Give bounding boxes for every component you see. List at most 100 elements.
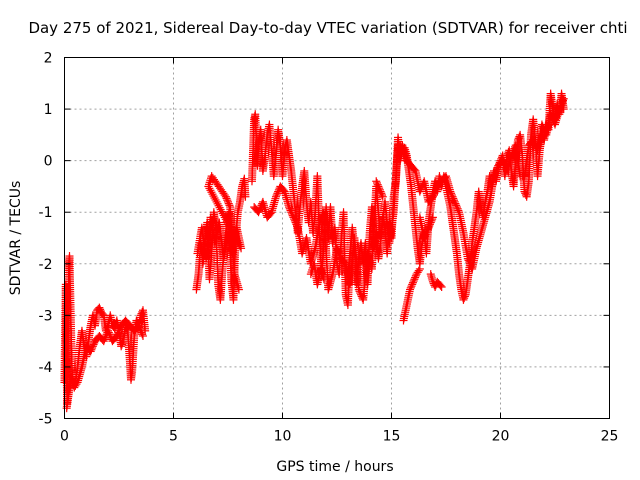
data-point xyxy=(112,331,121,340)
data-point xyxy=(205,178,214,187)
data-point xyxy=(209,192,218,201)
data-point xyxy=(134,321,143,330)
y-axis-label: SDTVAR / TECUs xyxy=(8,181,24,296)
data-point xyxy=(216,205,225,214)
axis-ticks: 0 5 10 15 20 25 -5 -4 -3 -2 -1 0 1 2 xyxy=(39,51,619,445)
y-tick-label: -1 xyxy=(39,205,53,221)
y-tick-label: -3 xyxy=(39,308,53,324)
data-point xyxy=(117,340,126,349)
data-point xyxy=(219,211,228,220)
data-point xyxy=(236,242,245,251)
data-point xyxy=(208,190,217,199)
data-point xyxy=(454,206,463,215)
data-point xyxy=(272,191,281,200)
data-point xyxy=(117,342,126,351)
data-point xyxy=(68,377,77,386)
data-point xyxy=(67,373,76,382)
data-point xyxy=(241,192,250,201)
data-point xyxy=(232,236,241,245)
x-axis-label: GPS time / hours xyxy=(276,459,393,475)
data-point xyxy=(212,197,221,206)
y-tick-label: 2 xyxy=(44,51,53,67)
data-point xyxy=(87,345,96,354)
data-point xyxy=(234,238,243,247)
data-point xyxy=(406,285,415,294)
y-tick-label: -2 xyxy=(39,257,53,273)
data-point xyxy=(407,282,416,291)
data-point xyxy=(223,196,232,205)
data-point xyxy=(408,280,417,289)
data-point xyxy=(206,186,215,195)
x-tick-label: 0 xyxy=(60,429,69,445)
data-point xyxy=(409,276,418,285)
data-point xyxy=(235,240,244,249)
data-point xyxy=(453,204,462,213)
data-point xyxy=(408,278,417,287)
data-point xyxy=(224,197,232,206)
data-point xyxy=(138,330,147,339)
data-point xyxy=(410,275,419,284)
data-point xyxy=(207,188,216,197)
data-point xyxy=(220,191,229,200)
data-point xyxy=(213,199,222,208)
data-point xyxy=(222,217,231,226)
y-tick-label: 0 xyxy=(44,154,53,170)
y-tick-label: 1 xyxy=(44,102,53,118)
grid xyxy=(64,57,610,419)
data-point xyxy=(237,244,246,253)
data-point xyxy=(67,375,76,384)
x-tick-label: 15 xyxy=(383,429,401,445)
data-point xyxy=(204,182,213,191)
data-point xyxy=(135,323,144,332)
data-point xyxy=(406,283,415,292)
data-point xyxy=(460,292,469,301)
data-point xyxy=(115,326,123,335)
data-point xyxy=(211,195,220,204)
data-point xyxy=(95,303,104,312)
data-point xyxy=(271,192,280,201)
data-point xyxy=(138,331,147,340)
y-tick-label: -5 xyxy=(39,412,53,428)
x-tick-label: 25 xyxy=(601,429,619,445)
data-point xyxy=(114,328,123,337)
data-point xyxy=(88,342,97,351)
chart-title: Day 275 of 2021, Sidereal Day-to-day VTE… xyxy=(28,19,627,37)
data-point xyxy=(104,328,113,337)
data-point xyxy=(96,305,105,314)
data-point xyxy=(72,380,81,389)
data-point xyxy=(136,325,145,334)
data-point xyxy=(210,194,219,203)
data-point xyxy=(373,180,382,189)
data-point xyxy=(100,335,109,344)
data-point xyxy=(234,285,243,294)
data-point xyxy=(222,194,231,203)
data-point xyxy=(372,177,381,186)
data-point xyxy=(217,207,226,216)
y-tick-label: -4 xyxy=(39,360,53,376)
data-point xyxy=(89,340,98,349)
data-point xyxy=(287,208,296,217)
data-series xyxy=(60,89,568,413)
x-tick-label: 10 xyxy=(274,429,292,445)
x-tick-label: 5 xyxy=(169,429,178,445)
data-point xyxy=(214,201,223,210)
data-point xyxy=(459,295,468,304)
data-point xyxy=(215,203,224,212)
data-point xyxy=(104,326,113,335)
data-point xyxy=(218,209,227,218)
data-point xyxy=(205,180,214,189)
data-point xyxy=(115,325,124,334)
data-point xyxy=(113,330,122,339)
data-point xyxy=(105,330,114,339)
data-point xyxy=(460,294,469,303)
data-point xyxy=(225,201,234,210)
data-point xyxy=(221,192,230,201)
data-point xyxy=(88,344,97,353)
data-point xyxy=(137,328,146,337)
data-point xyxy=(136,326,145,335)
data-point xyxy=(86,347,95,356)
data-point xyxy=(452,203,461,212)
data-point xyxy=(99,337,108,346)
data-point xyxy=(372,178,381,187)
